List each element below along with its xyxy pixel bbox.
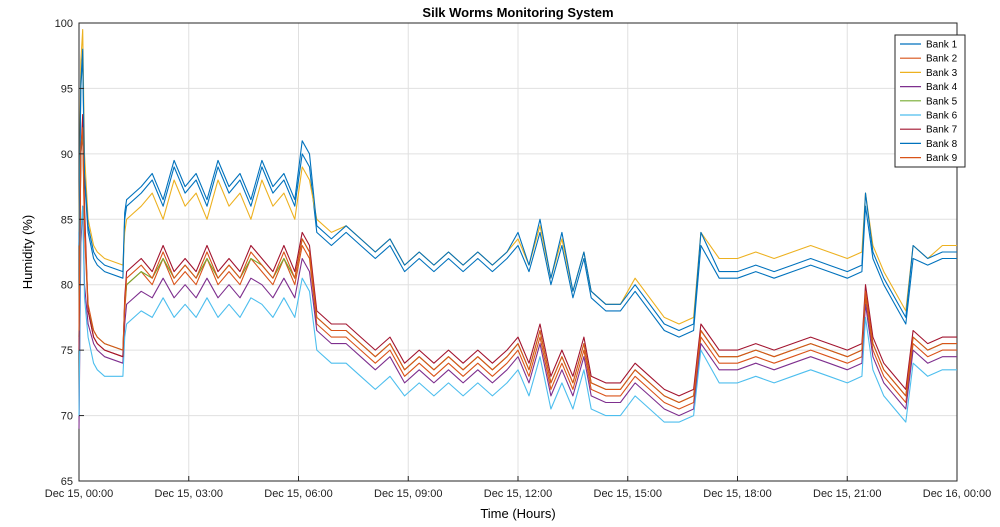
x-tick-label: Dec 15, 06:00 <box>264 488 333 500</box>
x-axis-label: Time (Hours) <box>480 506 555 521</box>
y-tick-label: 100 <box>55 18 73 30</box>
y-tick-label: 70 <box>61 411 73 423</box>
series-line-bank-8 <box>78 48 957 332</box>
y-tick-label: 75 <box>61 345 73 357</box>
series-lines <box>78 28 957 429</box>
legend-label-bank-9: Bank 9 <box>926 153 958 164</box>
y-tick-label: 85 <box>61 214 73 226</box>
x-tick-label: Dec 15, 00:00 <box>45 488 114 500</box>
x-tick-label: Dec 15, 12:00 <box>484 488 553 500</box>
legend: Bank 1 Bank 2 Bank 3 Bank 4 Bank 5 Bank 6 Bank… <box>894 34 966 168</box>
y-tick-label: 95 <box>61 83 73 95</box>
x-tick-label: Dec 15, 18:00 <box>703 488 772 500</box>
legend-label-bank-1: Bank 1 <box>926 40 958 51</box>
chart-title: Silk Worms Monitoring System <box>422 5 613 20</box>
legend-label-bank-7: Bank 7 <box>926 125 958 136</box>
series-line-bank-6 <box>78 205 957 423</box>
legend-label-bank-3: Bank 3 <box>926 68 958 79</box>
series-line-bank-4 <box>78 205 957 429</box>
x-tick-label: Dec 16, 00:00 <box>923 488 992 500</box>
y-axis-label: Humidity (%) <box>20 215 35 289</box>
series-line-bank-2 <box>78 133 957 410</box>
legend-label-bank-2: Bank 2 <box>926 54 958 65</box>
x-tick-label: Dec 15, 09:00 <box>374 488 443 500</box>
x-tick-label: Dec 15, 15:00 <box>594 488 663 500</box>
legend-label-bank-4: Bank 4 <box>926 82 958 93</box>
legend-label-bank-6: Bank 6 <box>926 111 958 122</box>
series-line-bank-7 <box>78 114 957 397</box>
x-tick-label: Dec 15, 21:00 <box>813 488 882 500</box>
axis-ticks: Dec 15, 00:00 Dec 15, 03:00 Dec 15, 06:00 D… <box>45 18 992 500</box>
x-tick-label: Dec 15, 03:00 <box>155 488 224 500</box>
legend-label-bank-5: Bank 5 <box>926 96 958 107</box>
y-tick-label: 80 <box>61 280 73 292</box>
y-tick-label: 90 <box>61 149 73 161</box>
legend-items: Bank 1 Bank 2 Bank 3 Bank 4 Bank 5 Bank 6 Bank… <box>900 40 958 164</box>
series-line-bank-1 <box>78 55 957 338</box>
legend-label-bank-8: Bank 8 <box>926 139 958 150</box>
y-tick-label: 65 <box>61 476 73 488</box>
series-line-bank-9 <box>78 127 957 404</box>
